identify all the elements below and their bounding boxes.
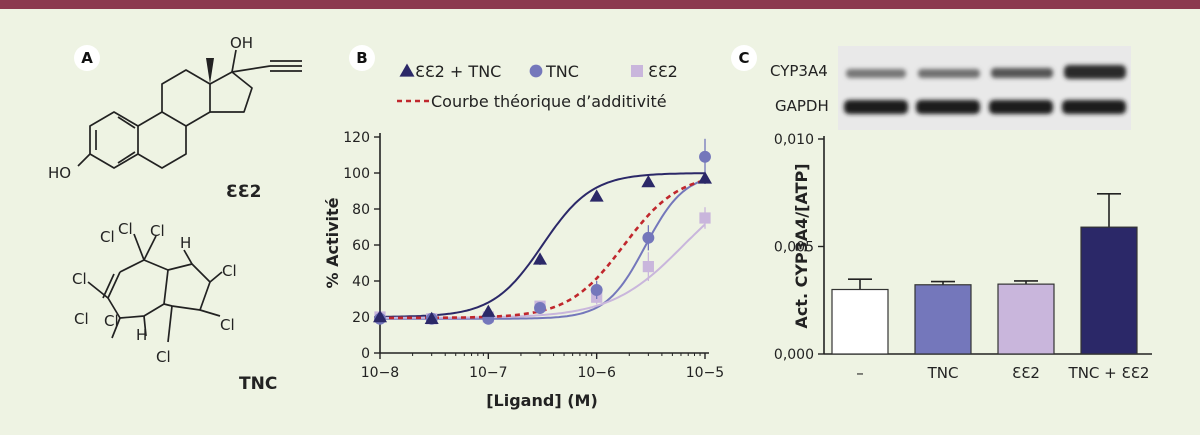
western-blot xyxy=(838,46,1131,130)
legend-marker xyxy=(631,65,643,77)
gapdh-band xyxy=(989,100,1053,114)
cyp-band xyxy=(1064,65,1126,79)
svg-text:Cl: Cl xyxy=(222,262,237,280)
data-point xyxy=(589,189,604,202)
bar-category-label: TNC + ƐƐ2 xyxy=(1068,364,1150,382)
svg-text:Cl: Cl xyxy=(118,220,133,238)
tnc-structure: Cl Cl Cl Cl H Cl Cl Cl H Cl Cl xyxy=(72,220,237,366)
cyp-band xyxy=(918,69,980,78)
svg-text:Cl: Cl xyxy=(220,316,235,334)
fit-curve xyxy=(380,179,706,320)
data-point xyxy=(698,171,712,184)
y-tick-label: 60 xyxy=(352,238,370,254)
svg-text:Cl: Cl xyxy=(72,270,87,288)
fit-curve xyxy=(380,178,706,320)
cyp3a4-band-label: CYP3A4 xyxy=(770,62,828,80)
legend-label: Courbe théorique d’additivité xyxy=(431,92,667,111)
legend-marker xyxy=(529,64,543,78)
tnc-label: TNC xyxy=(239,374,278,394)
svg-text:OH: OH xyxy=(230,34,253,52)
x-axis-label: [Ligand] (M) xyxy=(486,391,598,410)
bar-y-tick-label: 0,000 xyxy=(774,347,814,363)
fit-curve xyxy=(380,172,705,318)
bar xyxy=(1080,226,1138,355)
y-tick-label: 20 xyxy=(352,310,370,326)
data-point xyxy=(590,284,603,296)
bar-category-label: ƐƐ2 xyxy=(1012,364,1040,382)
gapdh-band xyxy=(916,100,980,114)
svg-text:H: H xyxy=(136,326,147,344)
dose-response-chart: ƐƐ2 + TNC TNC ƐƐ2 Courbe théorique d’additi… xyxy=(323,62,724,410)
data-point xyxy=(699,150,711,163)
svg-text:Cl: Cl xyxy=(104,312,119,330)
legend-label: TNC xyxy=(545,62,579,81)
gapdh-band-label: GAPDH xyxy=(775,97,829,115)
x-tick-label: 10−5 xyxy=(686,365,724,381)
data-point xyxy=(699,212,711,224)
data-point xyxy=(642,261,654,273)
y-tick-label: 100 xyxy=(343,166,370,182)
data-point xyxy=(642,231,655,244)
svg-text:Cl: Cl xyxy=(100,228,115,246)
bar xyxy=(997,283,1055,355)
cyp-band xyxy=(846,69,906,78)
bar-category-label: – xyxy=(856,364,864,382)
bar-chart: 0,000 0,005 0,010 – TNC ƐƐ2 TNC + ƐƐ2 Act. CY… xyxy=(774,132,1152,382)
y-tick-label: 80 xyxy=(352,202,370,218)
top-frame-bar xyxy=(0,0,1200,9)
ee2-label: ƐƐ2 xyxy=(226,182,262,202)
panel-c-badge: C xyxy=(731,45,757,71)
legend-label: ƐƐ2 + TNC xyxy=(415,62,501,81)
bar-y-tick-label: 0,010 xyxy=(774,132,814,148)
bar xyxy=(831,288,889,355)
legend-label: ƐƐ2 xyxy=(648,62,678,81)
legend-marker xyxy=(399,63,415,77)
cyp-band xyxy=(991,68,1053,78)
y-axis-label: % Activité xyxy=(323,197,342,288)
data-point xyxy=(424,311,439,325)
data-point xyxy=(481,304,496,317)
svg-text:Cl: Cl xyxy=(150,222,165,240)
bar-category-label: TNC xyxy=(927,364,959,382)
panel-a-badge: A xyxy=(74,45,100,71)
svg-text:HO: HO xyxy=(48,164,71,182)
panel-b-badge: B xyxy=(349,45,375,71)
svg-text:Cl: Cl xyxy=(156,348,171,366)
x-tick-label: 10−7 xyxy=(469,365,507,381)
bar xyxy=(914,284,972,355)
x-tick-label: 10−6 xyxy=(577,365,616,381)
gapdh-band xyxy=(844,100,908,114)
svg-text:H: H xyxy=(180,234,191,252)
data-point xyxy=(641,175,656,188)
x-tick-label: 10−8 xyxy=(361,365,399,381)
bar-y-axis-label: Act. CYP3A4/[ATP] xyxy=(792,163,811,328)
bar-y-tick-label: 0,005 xyxy=(774,240,814,256)
data-point xyxy=(533,252,548,265)
data-point xyxy=(534,302,546,314)
data-point xyxy=(373,310,387,323)
y-tick-label: 120 xyxy=(343,130,370,146)
gapdh-band xyxy=(1062,100,1126,114)
y-tick-label: 0 xyxy=(361,346,370,362)
svg-text:Cl: Cl xyxy=(74,310,89,328)
y-tick-label: 40 xyxy=(352,274,370,290)
ee2-structure: OH HO xyxy=(48,34,302,182)
